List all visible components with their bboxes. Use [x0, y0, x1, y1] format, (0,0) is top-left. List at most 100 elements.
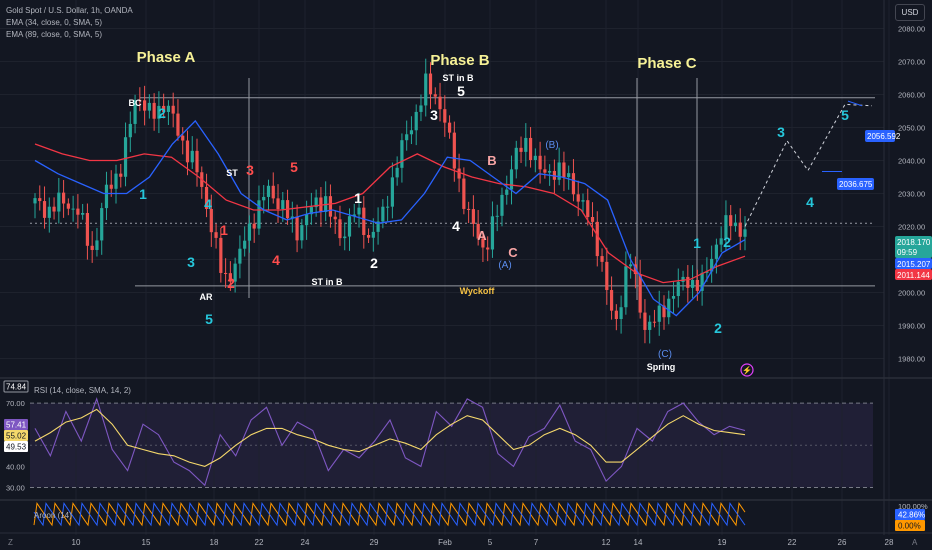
ema34-legend[interactable]: EMA (34, close, 0, SMA, 5) [6, 18, 103, 27]
candle [619, 295, 623, 334]
structure-label: AR [200, 292, 213, 302]
candle [152, 93, 156, 131]
candle [238, 235, 242, 279]
candle-body [681, 276, 685, 282]
candle-body [57, 192, 61, 212]
candle [614, 304, 618, 331]
rsi-value-text: 74.84 [6, 383, 27, 392]
candle-body [729, 215, 733, 226]
rsi-value-label: 55.02 [4, 430, 28, 441]
cyan-projection-label: 4 [806, 194, 814, 210]
candle [505, 175, 509, 205]
red-wave-label: 5 [290, 159, 298, 175]
aroon-value-label: 42.86% [895, 509, 925, 520]
rsi-ma-line [34, 408, 746, 467]
candle-body [214, 232, 218, 238]
candle-body [190, 150, 194, 163]
candle [157, 91, 161, 134]
candle [33, 193, 37, 219]
candle [600, 248, 604, 272]
candle-body [114, 173, 118, 189]
candle-body [204, 186, 209, 209]
candle-body [357, 207, 361, 215]
candle [381, 199, 385, 229]
aroon-value-bg [895, 509, 925, 520]
candle [176, 99, 180, 141]
candle-body [481, 238, 485, 248]
candle [95, 227, 99, 257]
candle-body [438, 96, 442, 110]
candle-body [352, 214, 356, 217]
candle-body [590, 216, 595, 222]
candle [514, 140, 518, 179]
time-tick-label: 7 [534, 538, 539, 547]
candle [590, 202, 595, 237]
price-label-box: 2056.592 [865, 130, 901, 142]
candle-body [162, 105, 166, 112]
candle-body [662, 305, 666, 318]
candle [85, 203, 90, 260]
candle [714, 238, 719, 274]
candle [605, 247, 609, 305]
candle [495, 204, 499, 232]
price-tick-label: 2050.00 [898, 124, 925, 133]
candle [376, 207, 380, 245]
candle-body [395, 167, 399, 178]
candle [190, 136, 194, 169]
candle-body [743, 229, 747, 237]
rsi-line [34, 397, 746, 487]
candle [138, 87, 142, 112]
candle [171, 92, 175, 128]
candle-body [595, 221, 599, 257]
candle-body [405, 134, 409, 141]
red-wave-label: 4 [272, 252, 280, 268]
rsi-value-text: 55.02 [6, 432, 27, 441]
candle-body [724, 215, 728, 239]
candle [228, 261, 232, 291]
candle-body [419, 105, 423, 112]
rsi-tick-label: 30.00 [6, 483, 25, 492]
candle-body [47, 206, 51, 218]
candle [114, 164, 118, 204]
price-label-text: 2056.592 [867, 132, 901, 141]
price-tick-label: 2030.00 [898, 190, 925, 199]
candle [443, 95, 447, 137]
candle [290, 201, 294, 233]
white-wave-label: 4 [452, 218, 460, 234]
candle-body [266, 185, 271, 197]
candle-body [690, 279, 695, 288]
red-wave-label: 2 [227, 275, 235, 291]
price-label-box: 2011.144 [895, 269, 932, 280]
candle-body [290, 216, 294, 219]
currency-button[interactable]: USD [895, 4, 925, 21]
candle-body [347, 216, 352, 237]
ema89-legend[interactable]: EMA (89, close, 0, SMA, 5) [6, 30, 103, 39]
candle [366, 228, 371, 243]
time-tick-label: 29 [370, 538, 379, 547]
time-tick-label: Feb [438, 538, 452, 547]
price-label-text: 2036.675 [839, 180, 873, 189]
candle-body [185, 140, 190, 163]
candle [690, 265, 695, 299]
candle-body [695, 279, 699, 291]
abc-paren-label: (C) [658, 349, 672, 360]
price-label-text: 2015.207 [897, 260, 931, 269]
candle-body [676, 281, 680, 297]
time-tick-label: 22 [788, 538, 797, 547]
candle-body [381, 206, 385, 222]
candle-body [181, 135, 185, 141]
structure-label: ST [226, 168, 238, 178]
candle [252, 213, 256, 243]
candle-body [33, 198, 37, 204]
candle [109, 170, 113, 197]
candle-body [638, 274, 642, 313]
candle [300, 218, 304, 249]
candle-body [95, 240, 99, 250]
candle [643, 299, 647, 344]
structure-label: Spring [647, 362, 676, 372]
candle-body [328, 196, 333, 217]
rsi-value-label: 74.84 [3, 380, 29, 393]
candle-body [314, 197, 318, 208]
candle-body [705, 271, 709, 273]
